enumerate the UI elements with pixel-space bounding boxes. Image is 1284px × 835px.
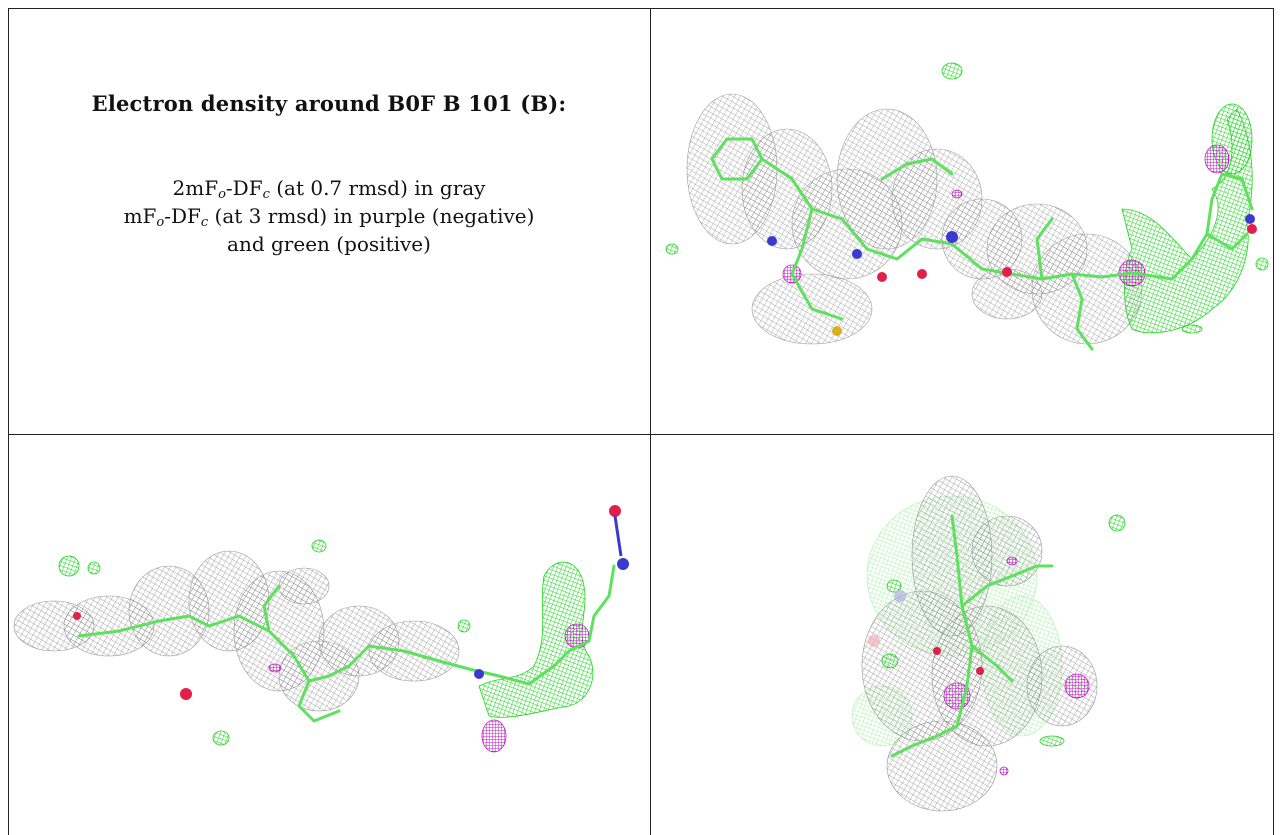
table-border-right	[1273, 8, 1274, 835]
map-legend: 2mFo-DFc (at 0.7 rmsd) in gray mFo-DFc (…	[124, 174, 535, 258]
electron-density-render-icon	[13, 505, 629, 753]
table-border-middle	[8, 434, 1274, 435]
view-top-right	[652, 9, 1272, 433]
view-bottom-left	[9, 436, 649, 835]
legend-line-fofc: mFo-DFc (at 3 rmsd) in purple (negative)	[123, 204, 535, 230]
figure-heading: Electron density around B0F B 101 (B):	[91, 91, 567, 116]
electron-density-render-icon	[665, 62, 1269, 351]
table-border-top	[8, 8, 1274, 9]
table-border-center	[650, 8, 651, 835]
legend-line-positive: and green (positive)	[227, 232, 431, 256]
figure-table: Electron density around B0F B 101 (B): 2…	[8, 8, 1274, 835]
electron-density-render-icon	[851, 475, 1126, 812]
caption-cell: Electron density around B0F B 101 (B): 2…	[9, 9, 649, 433]
view-bottom-right	[652, 436, 1272, 835]
table-border-left	[8, 8, 9, 835]
legend-line-2fofc: 2mFo-DFc (at 0.7 rmsd) in gray	[172, 176, 486, 202]
